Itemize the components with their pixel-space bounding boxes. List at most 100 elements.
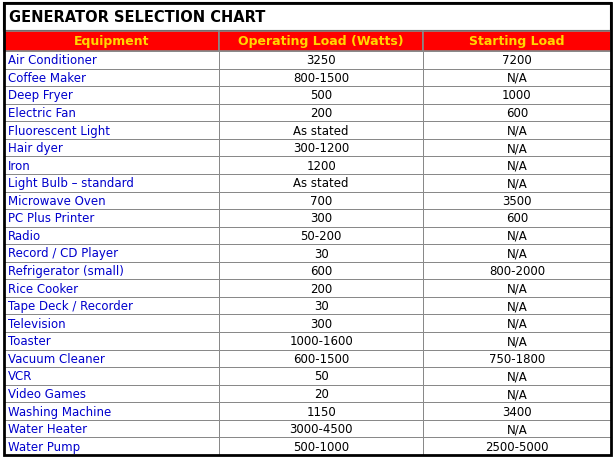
Text: GENERATOR SELECTION CHART: GENERATOR SELECTION CHART bbox=[9, 11, 266, 25]
Bar bbox=[4, 385, 220, 403]
Text: N/A: N/A bbox=[507, 247, 527, 260]
Text: N/A: N/A bbox=[507, 387, 527, 400]
Bar bbox=[423, 227, 611, 245]
Text: Video Games: Video Games bbox=[8, 387, 86, 400]
Text: 3400: 3400 bbox=[502, 405, 532, 418]
Bar bbox=[423, 157, 611, 174]
Bar bbox=[220, 280, 423, 297]
Text: 3000-4500: 3000-4500 bbox=[290, 422, 353, 435]
Text: N/A: N/A bbox=[507, 369, 527, 383]
Bar bbox=[220, 385, 423, 403]
Bar bbox=[220, 52, 423, 69]
Bar bbox=[220, 210, 423, 227]
Text: Iron: Iron bbox=[8, 159, 31, 172]
Bar bbox=[423, 350, 611, 367]
Text: 700: 700 bbox=[310, 194, 332, 207]
Text: 800-1500: 800-1500 bbox=[293, 72, 349, 84]
Text: Coffee Maker: Coffee Maker bbox=[8, 72, 86, 84]
Text: 500: 500 bbox=[310, 89, 332, 102]
Text: Record / CD Player: Record / CD Player bbox=[8, 247, 118, 260]
Text: Deep Fryer: Deep Fryer bbox=[8, 89, 73, 102]
Bar bbox=[4, 192, 220, 210]
Text: N/A: N/A bbox=[507, 335, 527, 347]
Bar bbox=[423, 245, 611, 262]
Bar bbox=[220, 403, 423, 420]
Bar bbox=[4, 105, 220, 122]
Bar bbox=[4, 420, 220, 437]
Text: N/A: N/A bbox=[507, 230, 527, 242]
Bar bbox=[4, 4, 611, 32]
Bar bbox=[423, 140, 611, 157]
Bar bbox=[4, 32, 220, 52]
Text: 50-200: 50-200 bbox=[301, 230, 342, 242]
Bar bbox=[4, 174, 220, 192]
Text: 200: 200 bbox=[310, 107, 332, 120]
Text: 1200: 1200 bbox=[306, 159, 336, 172]
Text: 7200: 7200 bbox=[502, 54, 532, 67]
Bar bbox=[220, 245, 423, 262]
Bar bbox=[4, 140, 220, 157]
Bar bbox=[220, 69, 423, 87]
Text: 3250: 3250 bbox=[306, 54, 336, 67]
Text: Fluorescent Light: Fluorescent Light bbox=[8, 124, 110, 137]
Bar bbox=[220, 367, 423, 385]
Bar bbox=[4, 367, 220, 385]
Bar bbox=[423, 297, 611, 315]
Bar bbox=[4, 262, 220, 280]
Text: 30: 30 bbox=[314, 300, 328, 313]
Bar bbox=[220, 420, 423, 437]
Bar bbox=[423, 87, 611, 105]
Bar bbox=[4, 52, 220, 69]
Text: 2500-5000: 2500-5000 bbox=[485, 440, 549, 453]
Text: Light Bulb – standard: Light Bulb – standard bbox=[8, 177, 134, 190]
Bar bbox=[220, 332, 423, 350]
Bar bbox=[423, 69, 611, 87]
Text: 20: 20 bbox=[314, 387, 328, 400]
Text: 600: 600 bbox=[506, 107, 528, 120]
Text: PC Plus Printer: PC Plus Printer bbox=[8, 212, 94, 225]
Bar bbox=[220, 174, 423, 192]
Text: 1000: 1000 bbox=[502, 89, 532, 102]
Bar bbox=[4, 227, 220, 245]
Bar bbox=[423, 210, 611, 227]
Bar bbox=[423, 52, 611, 69]
Text: N/A: N/A bbox=[507, 282, 527, 295]
Bar bbox=[4, 87, 220, 105]
Bar bbox=[4, 122, 220, 140]
Text: Air Conditioner: Air Conditioner bbox=[8, 54, 97, 67]
Text: 800-2000: 800-2000 bbox=[489, 264, 545, 277]
Bar bbox=[220, 122, 423, 140]
Bar bbox=[220, 32, 423, 52]
Text: 600: 600 bbox=[310, 264, 332, 277]
Bar bbox=[220, 315, 423, 332]
Text: Starting Load: Starting Load bbox=[469, 35, 565, 48]
Bar bbox=[423, 32, 611, 52]
Bar bbox=[423, 192, 611, 210]
Bar bbox=[220, 262, 423, 280]
Bar bbox=[4, 315, 220, 332]
Bar bbox=[423, 174, 611, 192]
Bar bbox=[4, 297, 220, 315]
Bar bbox=[220, 350, 423, 367]
Text: N/A: N/A bbox=[507, 317, 527, 330]
Text: 300-1200: 300-1200 bbox=[293, 142, 349, 155]
Bar bbox=[423, 385, 611, 403]
Text: N/A: N/A bbox=[507, 159, 527, 172]
Bar bbox=[423, 403, 611, 420]
Text: N/A: N/A bbox=[507, 300, 527, 313]
Bar bbox=[4, 437, 220, 455]
Text: Water Heater: Water Heater bbox=[8, 422, 87, 435]
Bar bbox=[423, 367, 611, 385]
Text: Tape Deck / Recorder: Tape Deck / Recorder bbox=[8, 300, 133, 313]
Bar bbox=[220, 297, 423, 315]
Bar bbox=[4, 332, 220, 350]
Text: N/A: N/A bbox=[507, 124, 527, 137]
Text: Television: Television bbox=[8, 317, 66, 330]
Text: Radio: Radio bbox=[8, 230, 41, 242]
Text: N/A: N/A bbox=[507, 72, 527, 84]
Text: Rice Cooker: Rice Cooker bbox=[8, 282, 78, 295]
Bar bbox=[423, 420, 611, 437]
Bar bbox=[4, 210, 220, 227]
Bar bbox=[423, 280, 611, 297]
Text: 200: 200 bbox=[310, 282, 332, 295]
